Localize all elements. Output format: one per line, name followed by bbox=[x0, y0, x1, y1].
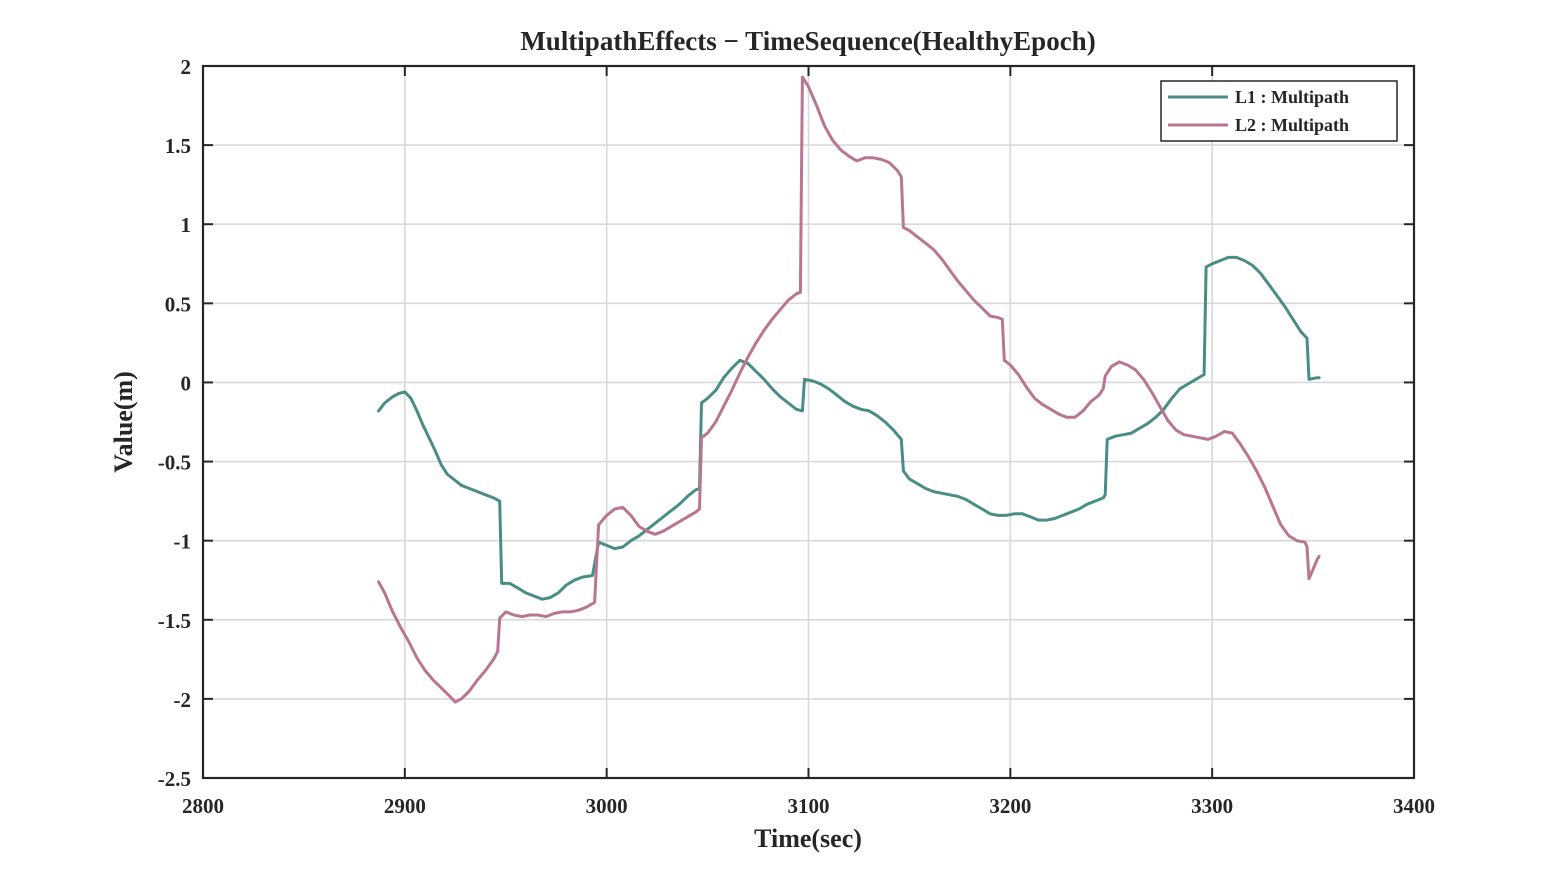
legend-label-l1: L1 : Multipath bbox=[1235, 87, 1349, 107]
y-tick-label: -1.5 bbox=[158, 609, 191, 633]
legend-label-l2: L2 : Multipath bbox=[1235, 115, 1349, 135]
y-tick-labels: -2.5 -2 -1.5 -1 -0.5 0 0.5 1 1.5 2 bbox=[158, 55, 191, 791]
x-tick-label: 3100 bbox=[788, 794, 830, 818]
y-tick-label: 1.5 bbox=[165, 134, 191, 158]
series-line-l2 bbox=[377, 75, 1321, 704]
y-tick-label: -1 bbox=[174, 530, 192, 554]
x-axis-label: Time(sec) bbox=[754, 824, 862, 853]
x-tick-labels: 2800 2900 3000 3100 3200 3300 3400 bbox=[182, 794, 1435, 818]
axis-ticks bbox=[202, 65, 1415, 779]
legend-box bbox=[1160, 80, 1398, 142]
grid-lines bbox=[203, 66, 1414, 778]
y-axis-label: Value(m) bbox=[109, 371, 138, 473]
chart-title: MultipathEffects − TimeSequence(HealthyE… bbox=[520, 26, 1095, 56]
x-tick-label: 3000 bbox=[586, 794, 628, 818]
y-tick-label: 0.5 bbox=[165, 292, 191, 316]
y-tick-label: -2.5 bbox=[158, 767, 191, 791]
y-tick-label: 1 bbox=[181, 213, 192, 237]
y-tick-label: 0 bbox=[181, 371, 192, 395]
series-line-l1 bbox=[377, 255, 1321, 601]
y-tick-label: -0.5 bbox=[158, 451, 191, 475]
x-tick-label: 2800 bbox=[182, 794, 224, 818]
x-tick-label: 3300 bbox=[1191, 794, 1233, 818]
x-tick-label: 2900 bbox=[384, 794, 426, 818]
x-tick-label: 3400 bbox=[1393, 794, 1435, 818]
y-tick-label: 2 bbox=[181, 55, 192, 79]
legend: L1 : Multipath L2 : Multipath bbox=[1160, 80, 1398, 142]
y-tick-label: -2 bbox=[174, 688, 192, 712]
series-layer bbox=[377, 75, 1321, 704]
x-tick-label: 3200 bbox=[989, 794, 1031, 818]
